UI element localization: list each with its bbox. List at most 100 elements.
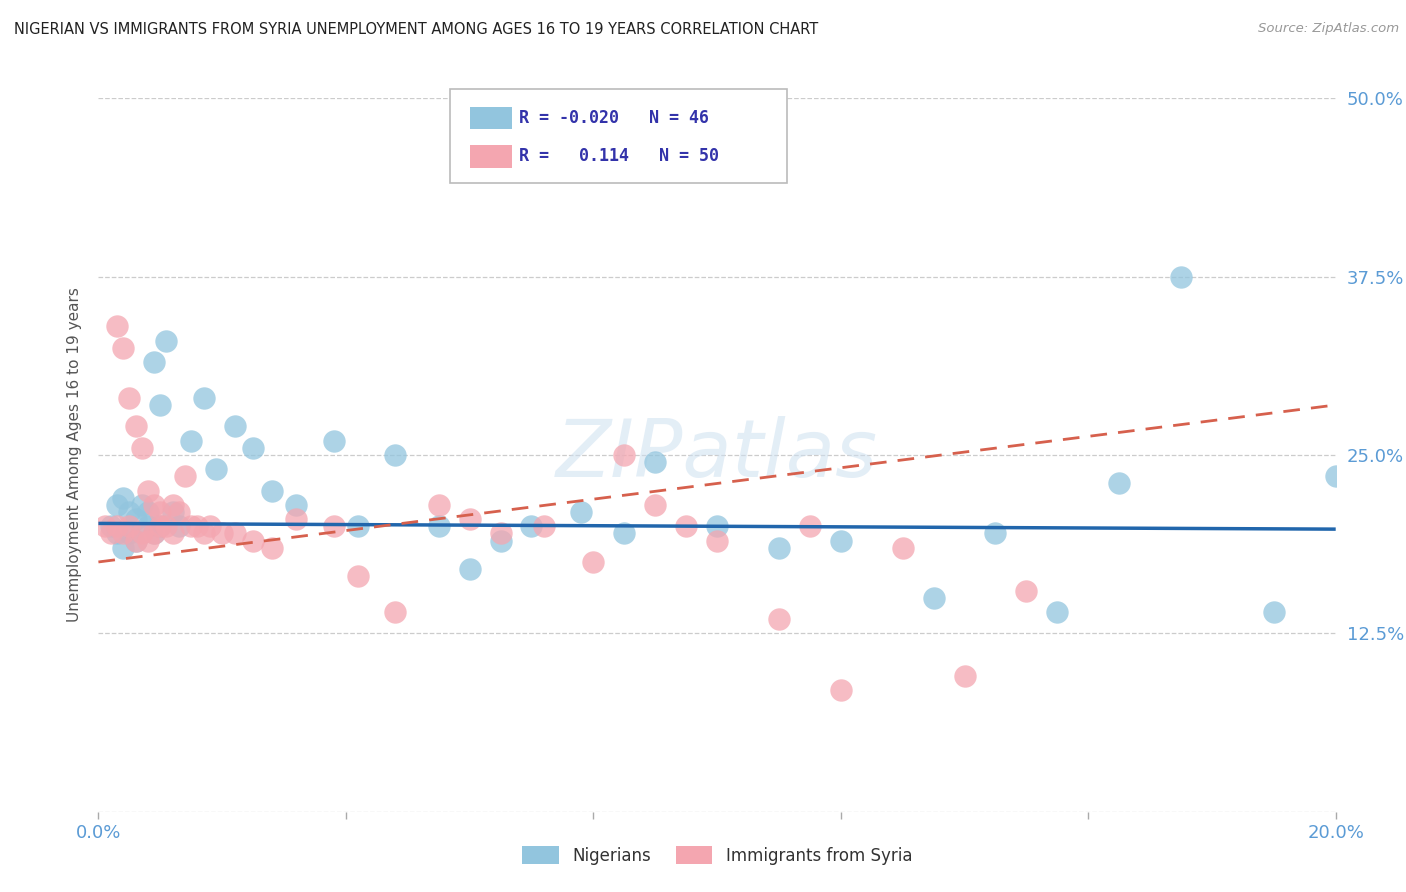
Point <box>112 491 135 505</box>
Point <box>1263 605 1285 619</box>
Point <box>211 526 233 541</box>
Point <box>167 519 190 533</box>
Point <box>953 669 976 683</box>
Point <box>155 334 177 348</box>
Point <box>112 526 135 541</box>
Point <box>675 519 697 533</box>
Point <box>533 519 555 533</box>
Point <box>322 519 344 533</box>
Point <box>149 505 172 519</box>
Point <box>613 526 636 541</box>
Text: NIGERIAN VS IMMIGRANTS FROM SYRIA UNEMPLOYMENT AMONG AGES 16 TO 19 YEARS CORRELA: NIGERIAN VS IMMIGRANTS FROM SYRIA UNEMPL… <box>14 22 818 37</box>
Text: Source: ZipAtlas.com: Source: ZipAtlas.com <box>1258 22 1399 36</box>
Point <box>180 434 202 448</box>
Point <box>613 448 636 462</box>
Point <box>118 526 141 541</box>
Point <box>193 526 215 541</box>
Point <box>105 526 128 541</box>
Point <box>706 519 728 533</box>
Point <box>105 519 128 533</box>
Point <box>347 519 370 533</box>
Point <box>131 526 153 541</box>
Point <box>922 591 945 605</box>
Point <box>162 505 184 519</box>
Point <box>1324 469 1347 483</box>
Point <box>242 441 264 455</box>
Point <box>143 355 166 369</box>
Point <box>155 519 177 533</box>
Point <box>131 498 153 512</box>
Point <box>768 612 790 626</box>
Point <box>427 498 450 512</box>
Point <box>198 519 221 533</box>
Point <box>162 498 184 512</box>
Point <box>458 562 481 576</box>
Point <box>285 512 308 526</box>
Point <box>112 541 135 555</box>
Legend: Nigerians, Immigrants from Syria: Nigerians, Immigrants from Syria <box>515 839 920 871</box>
Point <box>143 526 166 541</box>
Point <box>644 498 666 512</box>
Point <box>105 319 128 334</box>
Point <box>112 341 135 355</box>
Point <box>143 526 166 541</box>
Point <box>984 526 1007 541</box>
Point <box>136 519 159 533</box>
Point <box>124 512 146 526</box>
Point <box>143 498 166 512</box>
Point <box>100 519 122 533</box>
Point <box>384 605 406 619</box>
Point <box>118 505 141 519</box>
Text: R = -0.020   N = 46: R = -0.020 N = 46 <box>519 109 709 127</box>
Point <box>131 441 153 455</box>
Point <box>149 519 172 533</box>
Point <box>242 533 264 548</box>
Point <box>93 519 115 533</box>
Point <box>260 483 283 498</box>
Point <box>118 519 141 533</box>
Point <box>149 519 172 533</box>
Point <box>124 533 146 548</box>
Point <box>1015 583 1038 598</box>
Point <box>384 448 406 462</box>
Point <box>186 519 208 533</box>
Point <box>347 569 370 583</box>
Point <box>118 391 141 405</box>
Point <box>136 533 159 548</box>
Point <box>768 541 790 555</box>
Point <box>706 533 728 548</box>
Point <box>180 519 202 533</box>
Point <box>489 526 512 541</box>
Point <box>520 519 543 533</box>
Point <box>891 541 914 555</box>
Point <box>260 541 283 555</box>
Point <box>105 498 128 512</box>
Point <box>167 505 190 519</box>
Point <box>224 419 246 434</box>
Point <box>830 683 852 698</box>
Point <box>205 462 228 476</box>
Text: R =   0.114   N = 50: R = 0.114 N = 50 <box>519 147 718 165</box>
Point <box>100 526 122 541</box>
Point <box>830 533 852 548</box>
Point <box>285 498 308 512</box>
Point <box>644 455 666 469</box>
Point <box>322 434 344 448</box>
Point <box>224 526 246 541</box>
Point <box>582 555 605 569</box>
Point <box>1170 269 1192 284</box>
Y-axis label: Unemployment Among Ages 16 to 19 years: Unemployment Among Ages 16 to 19 years <box>67 287 83 623</box>
Point <box>124 533 146 548</box>
Point <box>149 398 172 412</box>
Point <box>162 526 184 541</box>
Point <box>193 391 215 405</box>
Point <box>124 419 146 434</box>
Point <box>174 469 197 483</box>
Point <box>458 512 481 526</box>
Point <box>489 533 512 548</box>
Point <box>1108 476 1130 491</box>
Text: ZIPatlas: ZIPatlas <box>555 416 879 494</box>
Point <box>136 505 159 519</box>
Point <box>427 519 450 533</box>
Point <box>799 519 821 533</box>
